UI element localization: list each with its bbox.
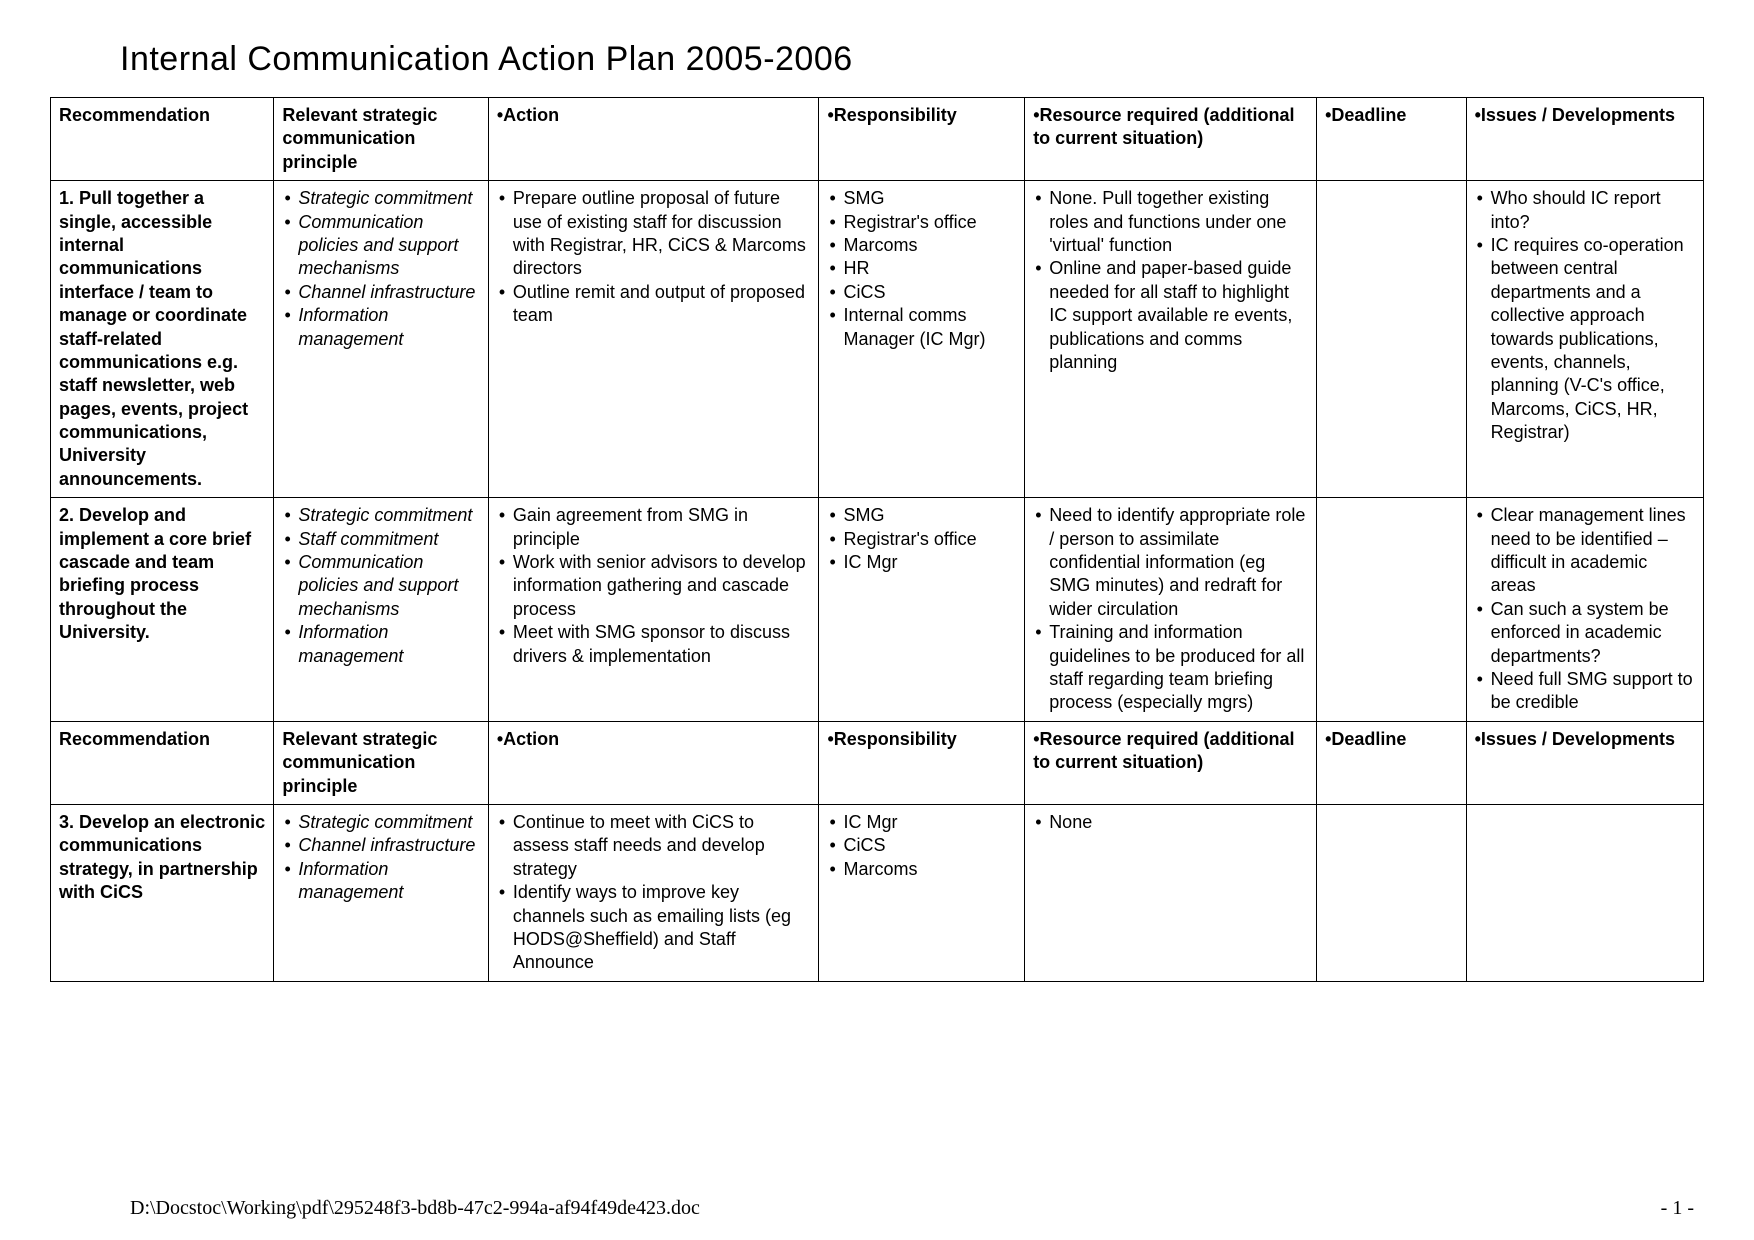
cell-issues: Who should IC report into? IC requires c…	[1466, 181, 1703, 498]
table-row: 3. Develop an electronic communications …	[51, 804, 1704, 981]
col-resource: •Resource required (additional to curren…	[1025, 721, 1317, 804]
cell-resource: Need to identify appropriate role / pers…	[1025, 498, 1317, 722]
cell-deadline	[1317, 804, 1466, 981]
footer-path: D:\Docstoc\Working\pdf\295248f3-bd8b-47c…	[130, 1197, 700, 1220]
col-deadline: •Deadline	[1317, 721, 1466, 804]
col-recommendation: Recommendation	[51, 721, 274, 804]
cell-resource: None	[1025, 804, 1317, 981]
cell-action: Continue to meet with CiCS to assess sta…	[488, 804, 819, 981]
cell-principle: Strategic commitment Staff commitment Co…	[274, 498, 489, 722]
table-header-row: Recommendation Relevant strategic commun…	[51, 98, 1704, 181]
cell-issues	[1466, 804, 1703, 981]
cell-recommendation: 1. Pull together a single, accessible in…	[51, 181, 274, 498]
cell-principle: Strategic commitment Communication polic…	[274, 181, 489, 498]
table-row: 2. Develop and implement a core brief ca…	[51, 498, 1704, 722]
footer-page-number: - 1 -	[1661, 1197, 1694, 1220]
cell-responsibility: IC Mgr CiCS Marcoms	[819, 804, 1025, 981]
cell-action: Prepare outline proposal of future use o…	[488, 181, 819, 498]
cell-action: Gain agreement from SMG in principle Wor…	[488, 498, 819, 722]
col-responsibility: •Responsibility	[819, 721, 1025, 804]
table-header-row: Recommendation Relevant strategic commun…	[51, 721, 1704, 804]
cell-responsibility: SMG Registrar's office IC Mgr	[819, 498, 1025, 722]
col-issues: •Issues / Developments	[1466, 721, 1703, 804]
col-resource: •Resource required (additional to curren…	[1025, 98, 1317, 181]
page-title: Internal Communication Action Plan 2005-…	[120, 40, 1704, 79]
col-deadline: •Deadline	[1317, 98, 1466, 181]
action-plan-table: Recommendation Relevant strategic commun…	[50, 97, 1704, 982]
page-footer: D:\Docstoc\Working\pdf\295248f3-bd8b-47c…	[0, 1197, 1754, 1220]
col-action: •Action	[488, 98, 819, 181]
cell-responsibility: SMG Registrar's office Marcoms HR CiCS I…	[819, 181, 1025, 498]
cell-recommendation: 2. Develop and implement a core brief ca…	[51, 498, 274, 722]
cell-issues: Clear management lines need to be identi…	[1466, 498, 1703, 722]
col-principle: Relevant strategic communication princip…	[274, 98, 489, 181]
col-responsibility: •Responsibility	[819, 98, 1025, 181]
col-action: •Action	[488, 721, 819, 804]
col-principle: Relevant strategic communication princip…	[274, 721, 489, 804]
cell-principle: Strategic commitment Channel infrastruct…	[274, 804, 489, 981]
cell-deadline	[1317, 498, 1466, 722]
col-issues: •Issues / Developments	[1466, 98, 1703, 181]
cell-resource: None. Pull together existing roles and f…	[1025, 181, 1317, 498]
cell-recommendation: 3. Develop an electronic communications …	[51, 804, 274, 981]
cell-deadline	[1317, 181, 1466, 498]
table-row: 1. Pull together a single, accessible in…	[51, 181, 1704, 498]
col-recommendation: Recommendation	[51, 98, 274, 181]
